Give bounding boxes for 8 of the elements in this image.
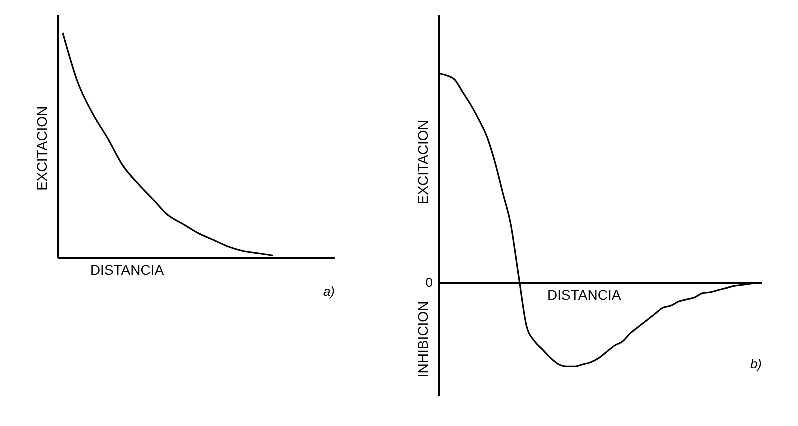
text: INHIBICION	[415, 301, 431, 378]
y-axis-title: EXCITACION	[415, 120, 431, 205]
annotation: b)	[750, 356, 762, 372]
text: 0	[426, 274, 433, 290]
text: a)	[323, 284, 335, 299]
y-axis-title: EXCITACION	[34, 106, 50, 191]
x-axis-title: DISTANCIA	[90, 262, 165, 278]
x-axis-title: DISTANCIA	[548, 286, 622, 303]
